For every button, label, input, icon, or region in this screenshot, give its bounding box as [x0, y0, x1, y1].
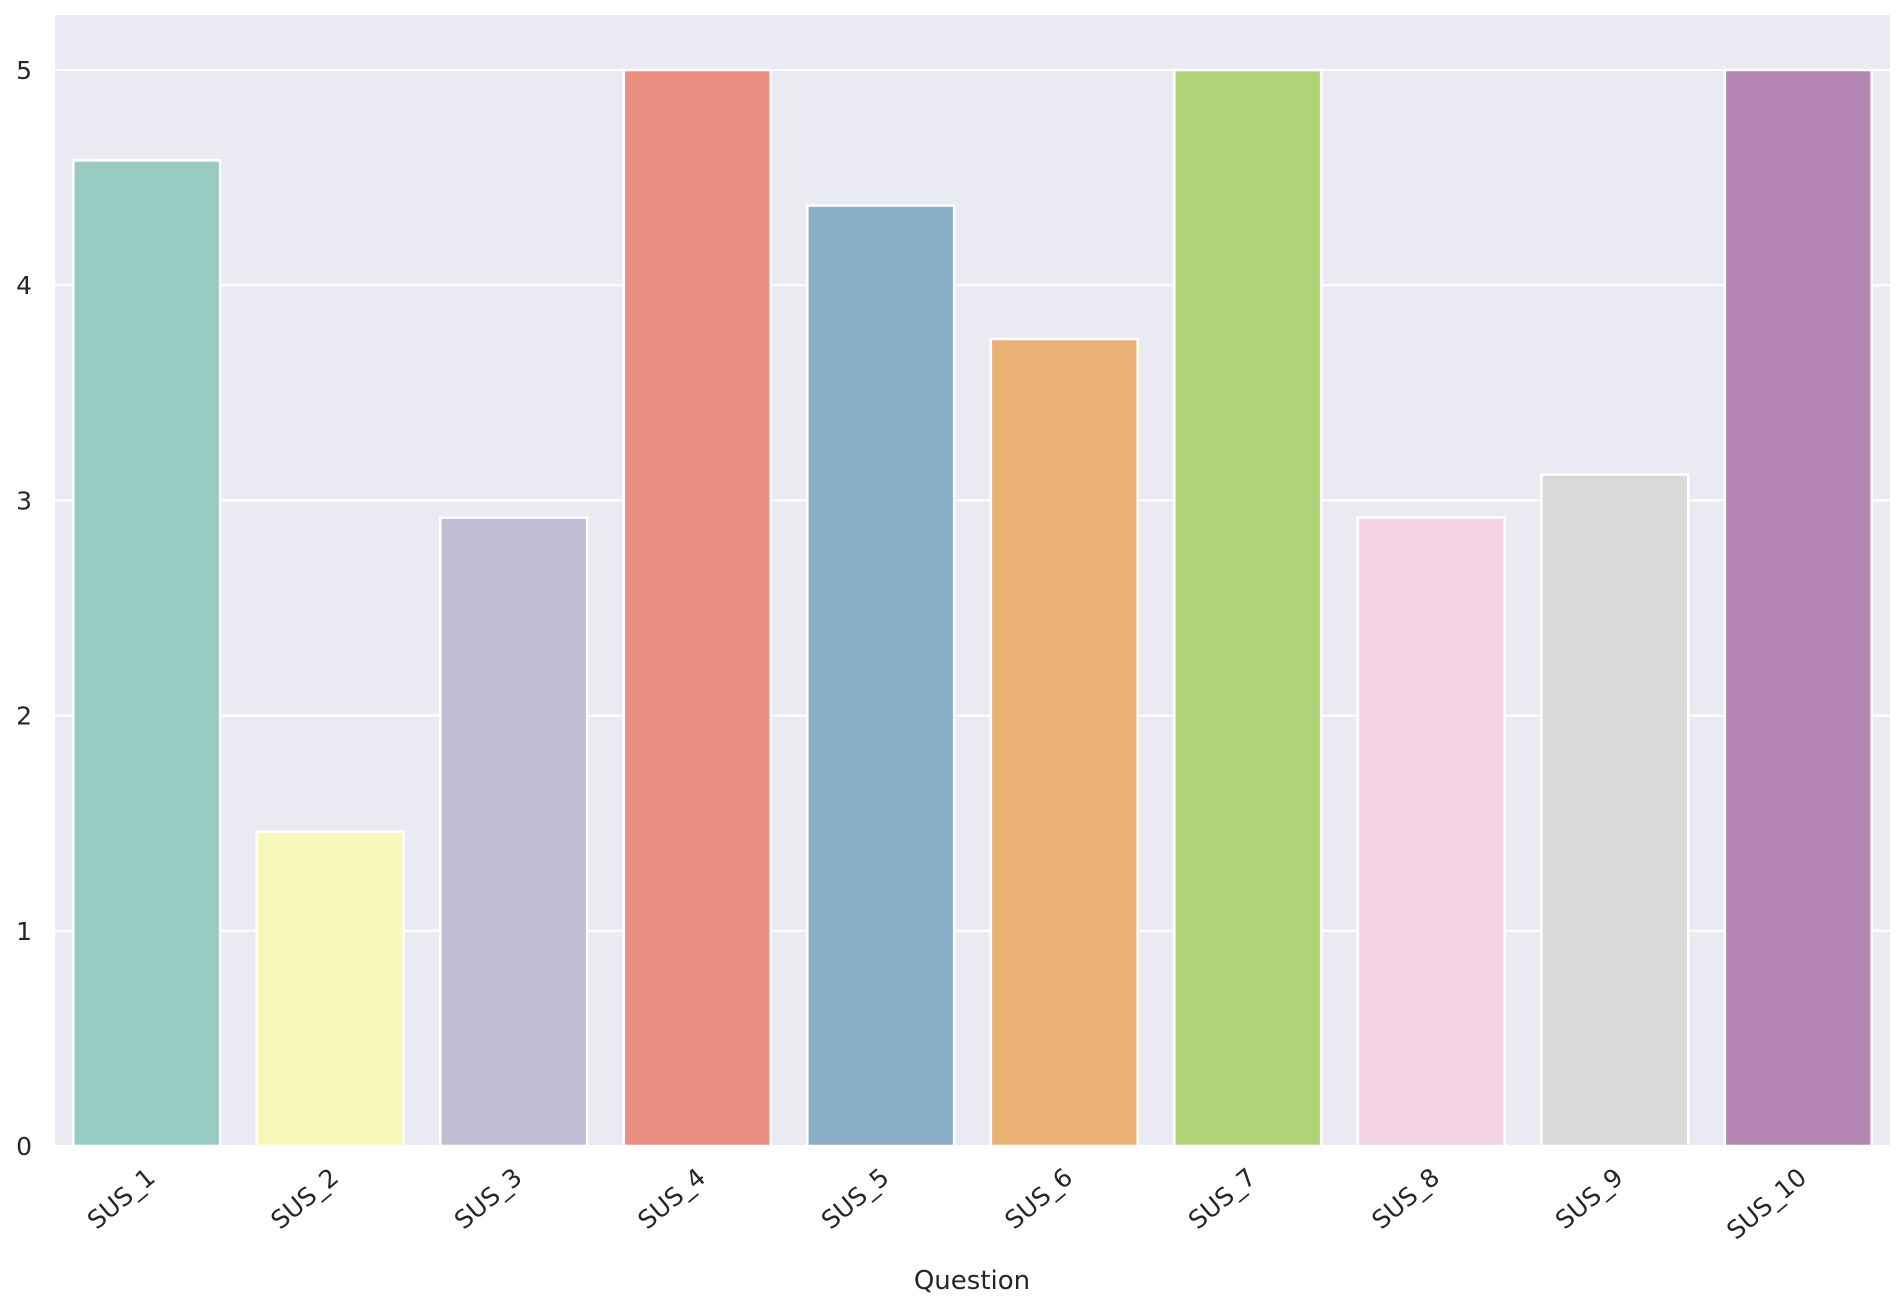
bar-sus-2: [255, 830, 405, 1148]
y-axis-ticks: 0 1 2 3 4 5: [16, 56, 32, 1161]
x-tick-label: SUS_3: [449, 1162, 528, 1235]
y-tick-label: 2: [16, 702, 32, 731]
y-tick-label: 0: [16, 1132, 32, 1161]
y-tick-label: 1: [16, 917, 32, 946]
bar-sus-9: [1540, 473, 1690, 1148]
bar-sus-7: [1173, 68, 1323, 1148]
x-axis-ticks: SUS_1 SUS_2 SUS_3 SUS_4 SUS_5 SUS_6 SUS_7 SUS_8…: [82, 1162, 1812, 1245]
bar-sus-4: [622, 68, 772, 1148]
x-tick-label: SUS_4: [632, 1162, 711, 1235]
y-tick-label: 5: [16, 56, 32, 85]
x-tick-label: SUS_5: [816, 1162, 895, 1235]
y-tick-label: 4: [16, 271, 32, 300]
x-tick-label: SUS_7: [1183, 1162, 1262, 1235]
bar-sus-6: [989, 337, 1139, 1148]
bar-sus-10: [1723, 68, 1873, 1148]
bars: [72, 68, 1873, 1148]
bar-sus-8: [1356, 516, 1506, 1148]
x-tick-label: SUS_9: [1550, 1162, 1629, 1235]
x-tick-label: SUS_2: [265, 1162, 344, 1235]
x-axis-title: Question: [914, 1266, 1030, 1296]
x-tick-label: SUS_6: [999, 1162, 1078, 1235]
x-tick-label: SUS_1: [82, 1162, 161, 1235]
bar-sus-3: [439, 516, 589, 1148]
x-tick-label: SUS_8: [1366, 1162, 1445, 1235]
y-tick-label: 3: [16, 486, 32, 515]
bar-sus-1: [72, 159, 222, 1148]
bar-sus-5: [806, 204, 956, 1148]
x-tick-label: SUS_10: [1721, 1162, 1812, 1245]
